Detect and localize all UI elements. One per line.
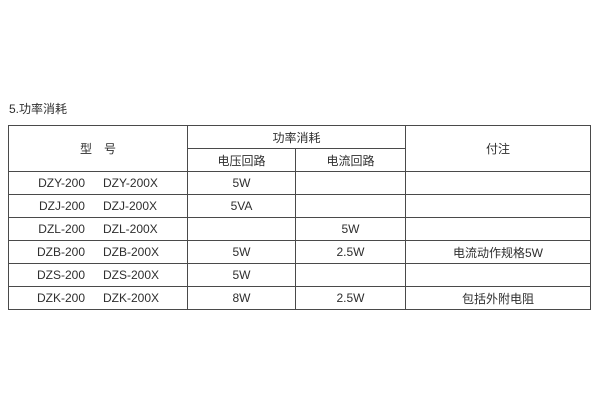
note-cell [405,194,592,218]
current-cell: 2.5W [294,286,407,310]
table-row: DZY-200 DZY-200X 5W [8,171,592,195]
model-name: DZJ-200 [38,199,85,213]
model-cell: DZY-200 DZY-200X [8,171,188,195]
voltage-cell: 5VA [187,194,296,218]
table-row: DZB-200 DZB-200X 5W 2.5W 电流动作规格5W [8,240,592,264]
model-cell: DZB-200 DZB-200X [8,240,188,264]
model-cell: DZK-200 DZK-200X [8,286,188,310]
model-name-x: DZJ-200X [102,199,158,213]
column-header-voltage-circuit: 电压回路 [187,148,296,172]
table-row: DZJ-200 DZJ-200X 5VA [8,194,592,218]
power-consumption-table: 型 号 功率消耗 付注 电压回路 电流回路 DZY-200 DZY-200X 5… [8,125,592,310]
model-cell: DZS-200 DZS-200X [8,263,188,287]
note-cell [405,263,592,287]
table-row: DZL-200 DZL-200X 5W [8,217,592,241]
voltage-cell: 8W [187,286,296,310]
model-cell: DZJ-200 DZJ-200X [8,194,188,218]
note-cell [405,217,592,241]
model-name: DZL-200 [38,222,85,236]
model-name: DZY-200 [38,176,85,190]
current-cell [294,194,407,218]
column-header-power-group: 功率消耗 [186,125,407,149]
table-row: DZK-200 DZK-200X 8W 2.5W 包括外附电阻 [8,286,592,310]
current-cell: 2.5W [294,240,407,264]
model-name: DZS-200 [36,268,85,282]
note-cell [405,171,592,195]
model-name-x: DZL-200X [102,222,158,236]
table-row: DZS-200 DZS-200X 5W [8,263,592,287]
voltage-cell: 5W [187,263,296,287]
model-name: DZK-200 [36,291,85,305]
note-cell: 包括外附电阻 [405,286,592,310]
voltage-cell: 5W [187,240,296,264]
current-cell [294,263,407,287]
voltage-cell [187,217,296,241]
column-header-current-circuit: 电流回路 [294,148,407,172]
model-name-x: DZB-200X [103,245,160,259]
current-cell [294,171,407,195]
model-cell: DZL-200 DZL-200X [8,217,188,241]
header-row-1: 型 号 功率消耗 付注 [8,125,592,172]
model-name-x: DZK-200X [103,291,160,305]
model-name-x: DZY-200X [103,176,158,190]
column-header-model: 型 号 [8,125,188,172]
model-name-x: DZS-200X [103,268,160,282]
column-header-note: 付注 [405,125,592,172]
note-cell: 电流动作规格5W [405,240,592,264]
page-title: 5.功率消耗 [9,102,68,116]
current-cell: 5W [294,217,407,241]
model-name: DZB-200 [36,245,85,259]
voltage-cell: 5W [187,171,296,195]
